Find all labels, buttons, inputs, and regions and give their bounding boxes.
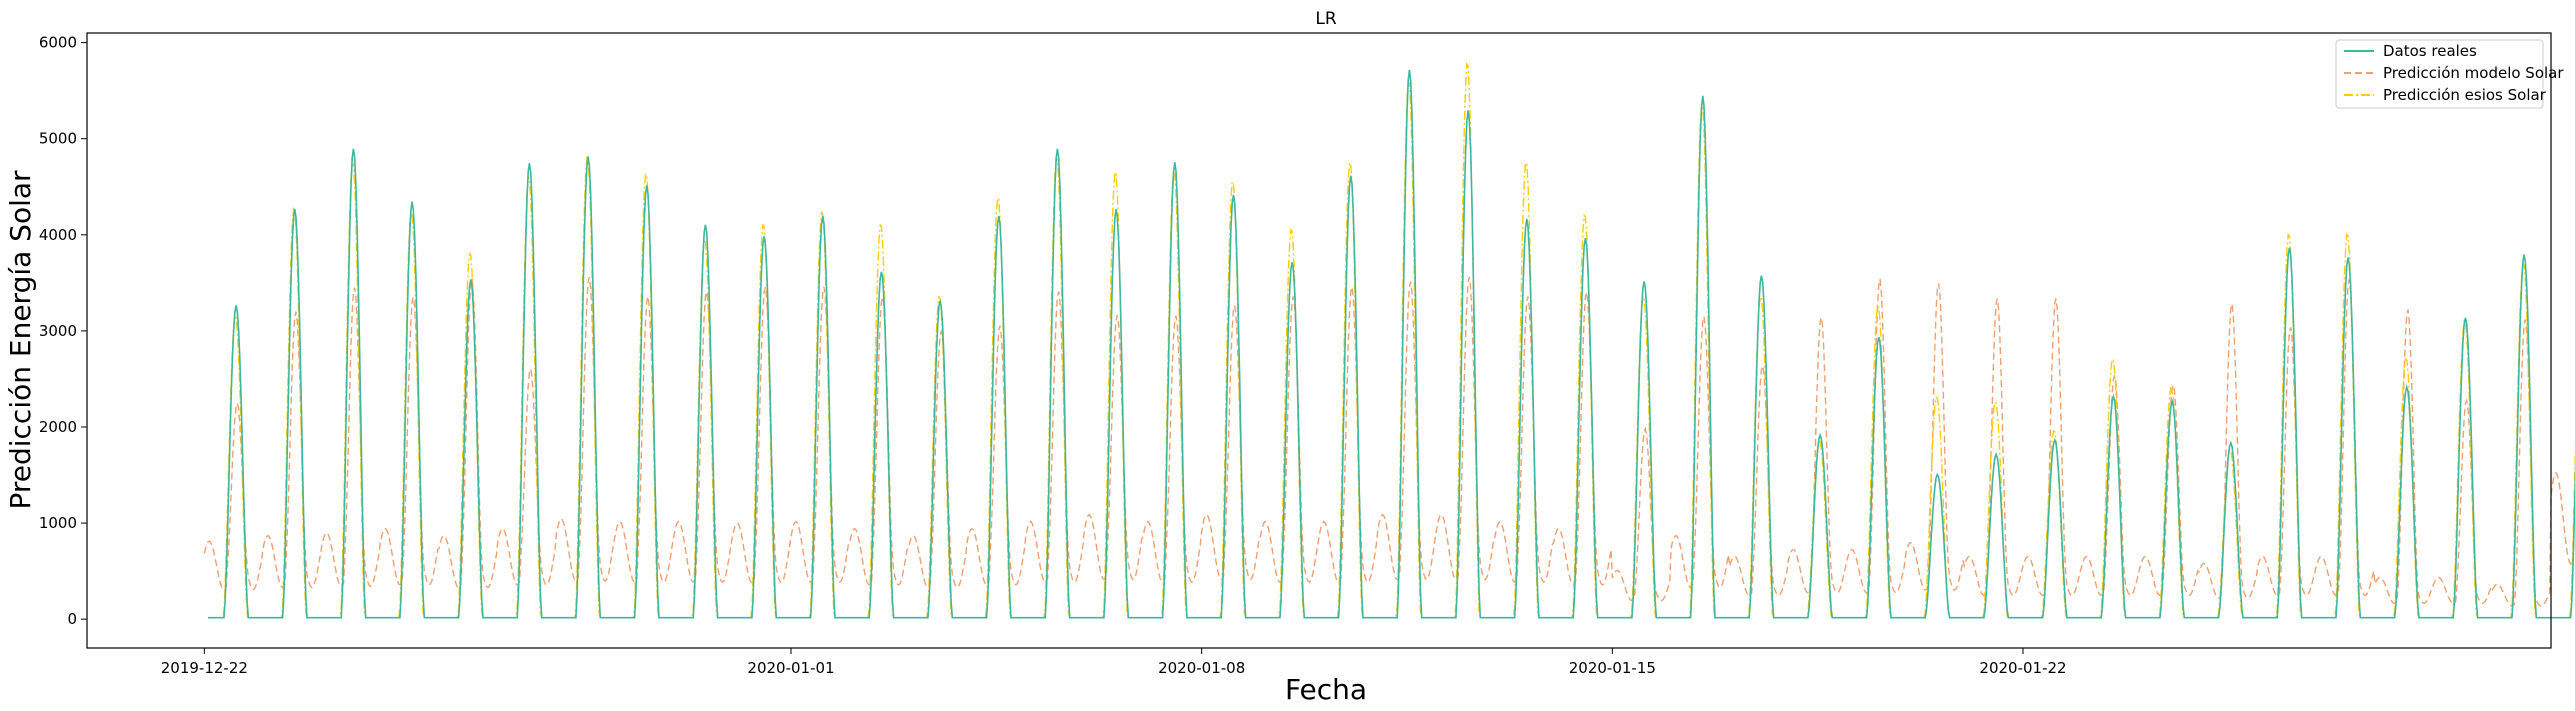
legend: Datos reales Predicción modelo Solar Pre… (2336, 40, 2564, 108)
y-tick-label: 5000 (39, 130, 77, 148)
x-tick-label: 2019-12-22 (161, 659, 248, 677)
y-tick-label: 1000 (39, 514, 77, 532)
legend-label-datos-reales: Datos reales (2383, 42, 2477, 60)
y-tick-label: 4000 (39, 226, 77, 244)
x-tick-label: 2020-01-08 (1158, 659, 1245, 677)
legend-label-prediccion-modelo: Predicción modelo Solar (2383, 64, 2564, 82)
y-axis-ticks: 0 1000 2000 3000 4000 5000 6000 (39, 34, 87, 629)
chart-title: LR (1315, 9, 1336, 29)
x-tick-label: 2020-01-15 (1569, 659, 1656, 677)
y-tick-label: 0 (67, 610, 77, 628)
y-tick-label: 2000 (39, 418, 77, 436)
y-tick-label: 6000 (39, 34, 77, 52)
legend-label-prediccion-esios: Predicción esios Solar (2383, 86, 2547, 104)
y-tick-label: 3000 (39, 322, 77, 340)
x-axis-label: Fecha (1285, 673, 1367, 706)
x-axis-ticks: 2019-12-22 2020-01-01 2020-01-08 2020-01-15… (161, 648, 2067, 677)
x-tick-label: 2020-01-22 (1979, 659, 2066, 677)
y-axis-label: Predicción Energía Solar (4, 170, 37, 510)
x-tick-label: 2020-01-01 (747, 659, 834, 677)
